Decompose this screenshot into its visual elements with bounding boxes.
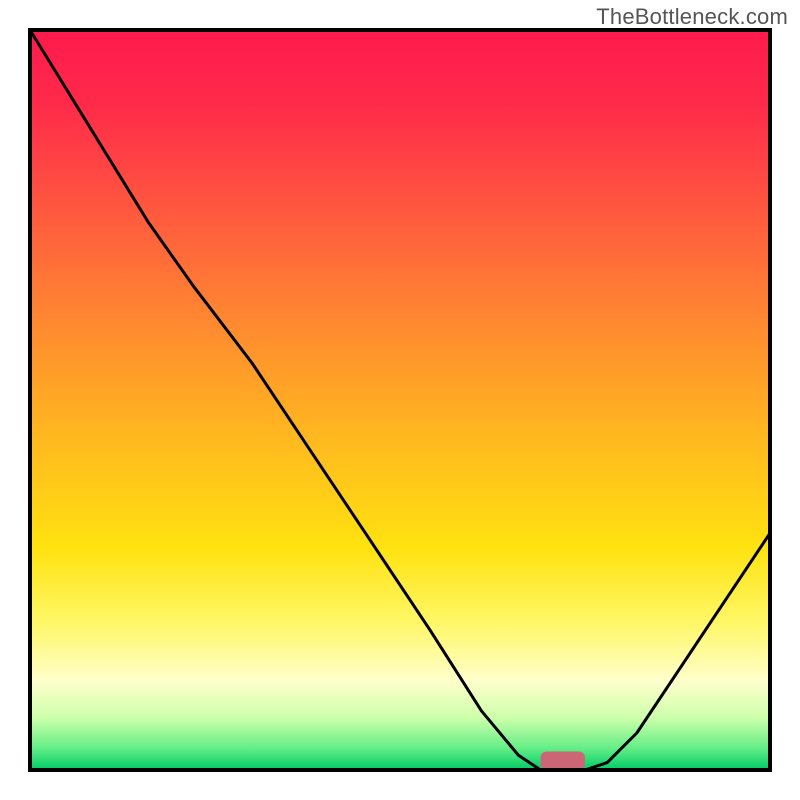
optimal-marker	[541, 752, 585, 771]
watermark-text: TheBottleneck.com	[596, 4, 788, 30]
gradient-background	[30, 30, 770, 770]
chart-container: TheBottleneck.com	[0, 0, 800, 800]
bottleneck-chart	[0, 0, 800, 800]
